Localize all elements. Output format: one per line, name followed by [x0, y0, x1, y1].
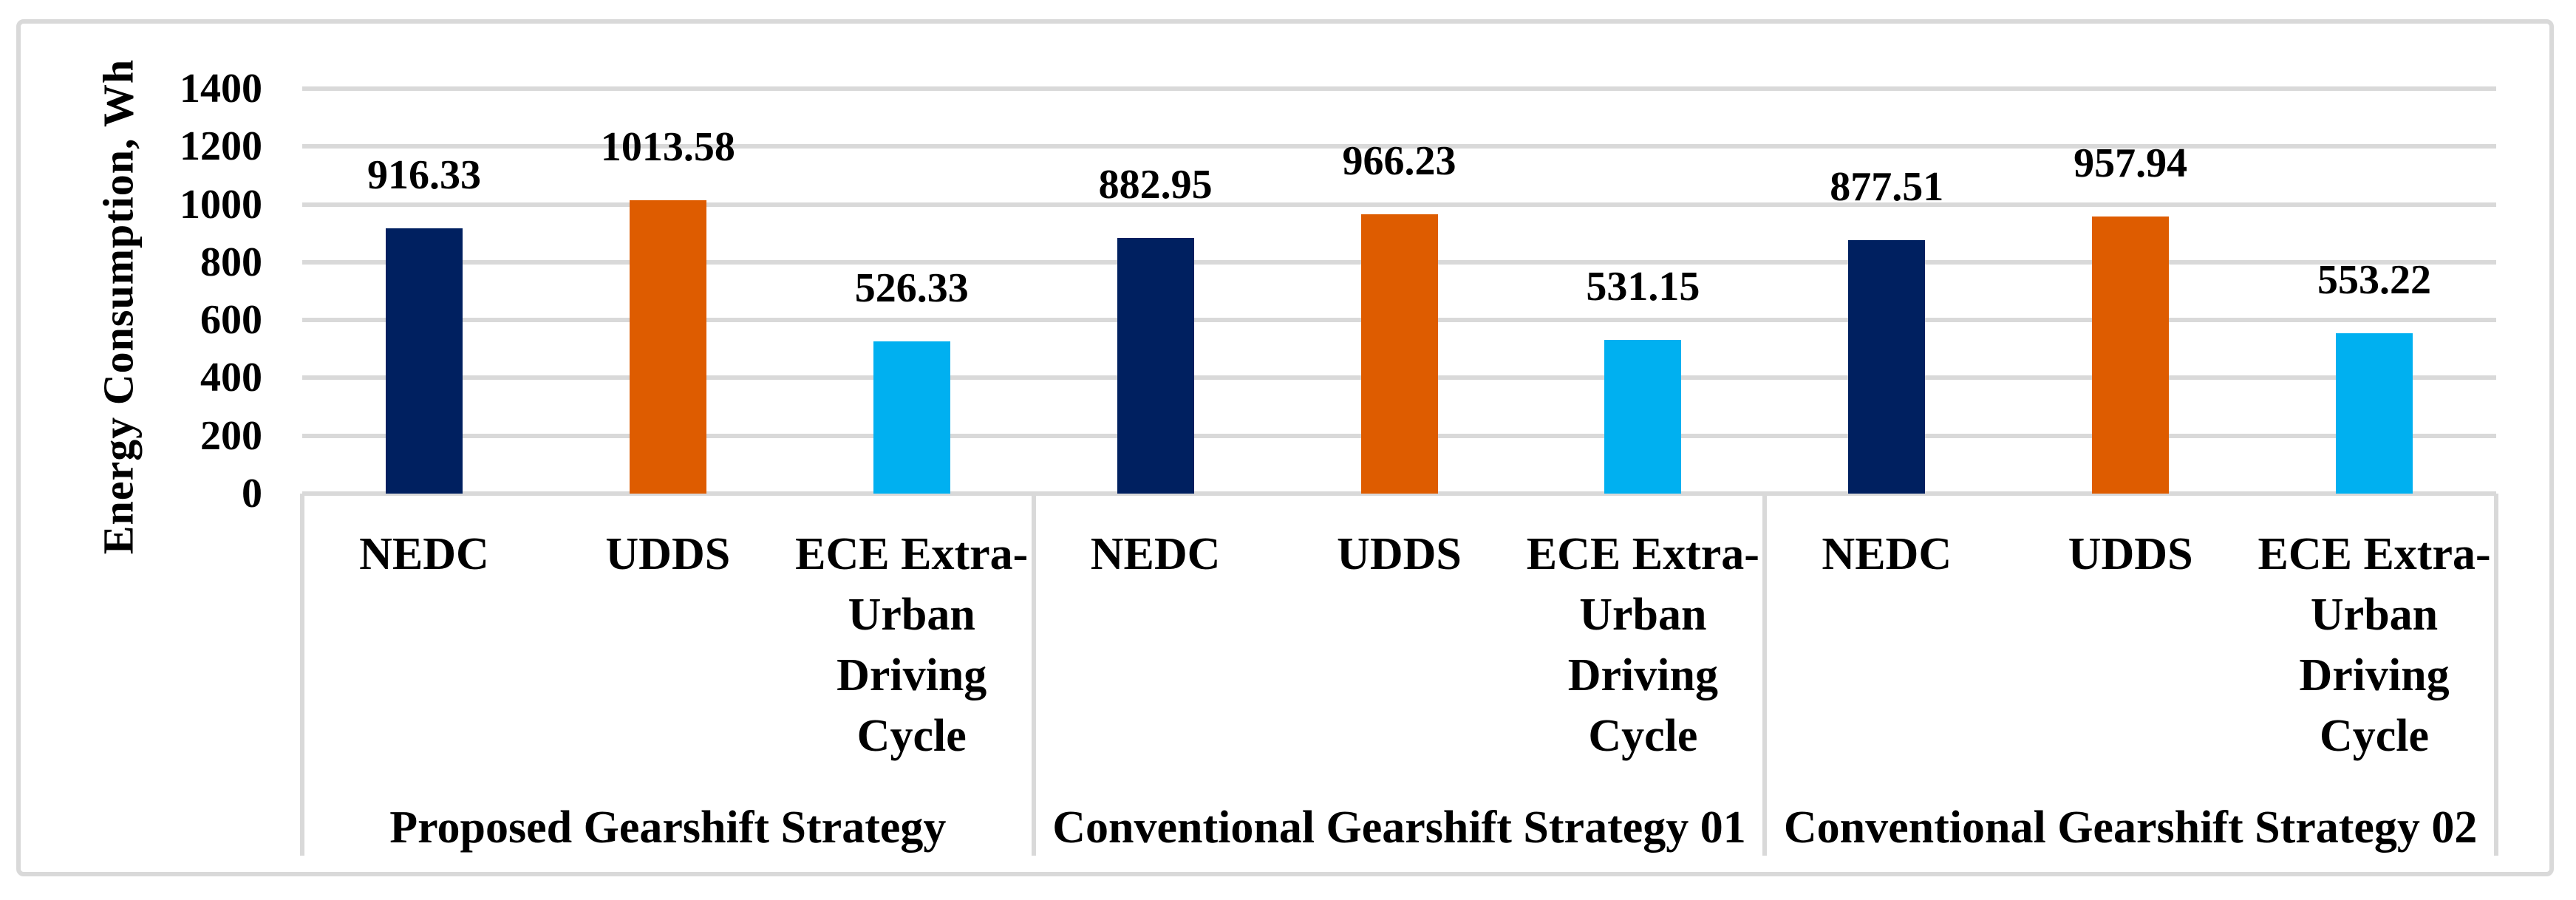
chart-frame: [16, 19, 2554, 876]
y-axis-title: Energy Consumption, Wh: [94, 58, 143, 555]
